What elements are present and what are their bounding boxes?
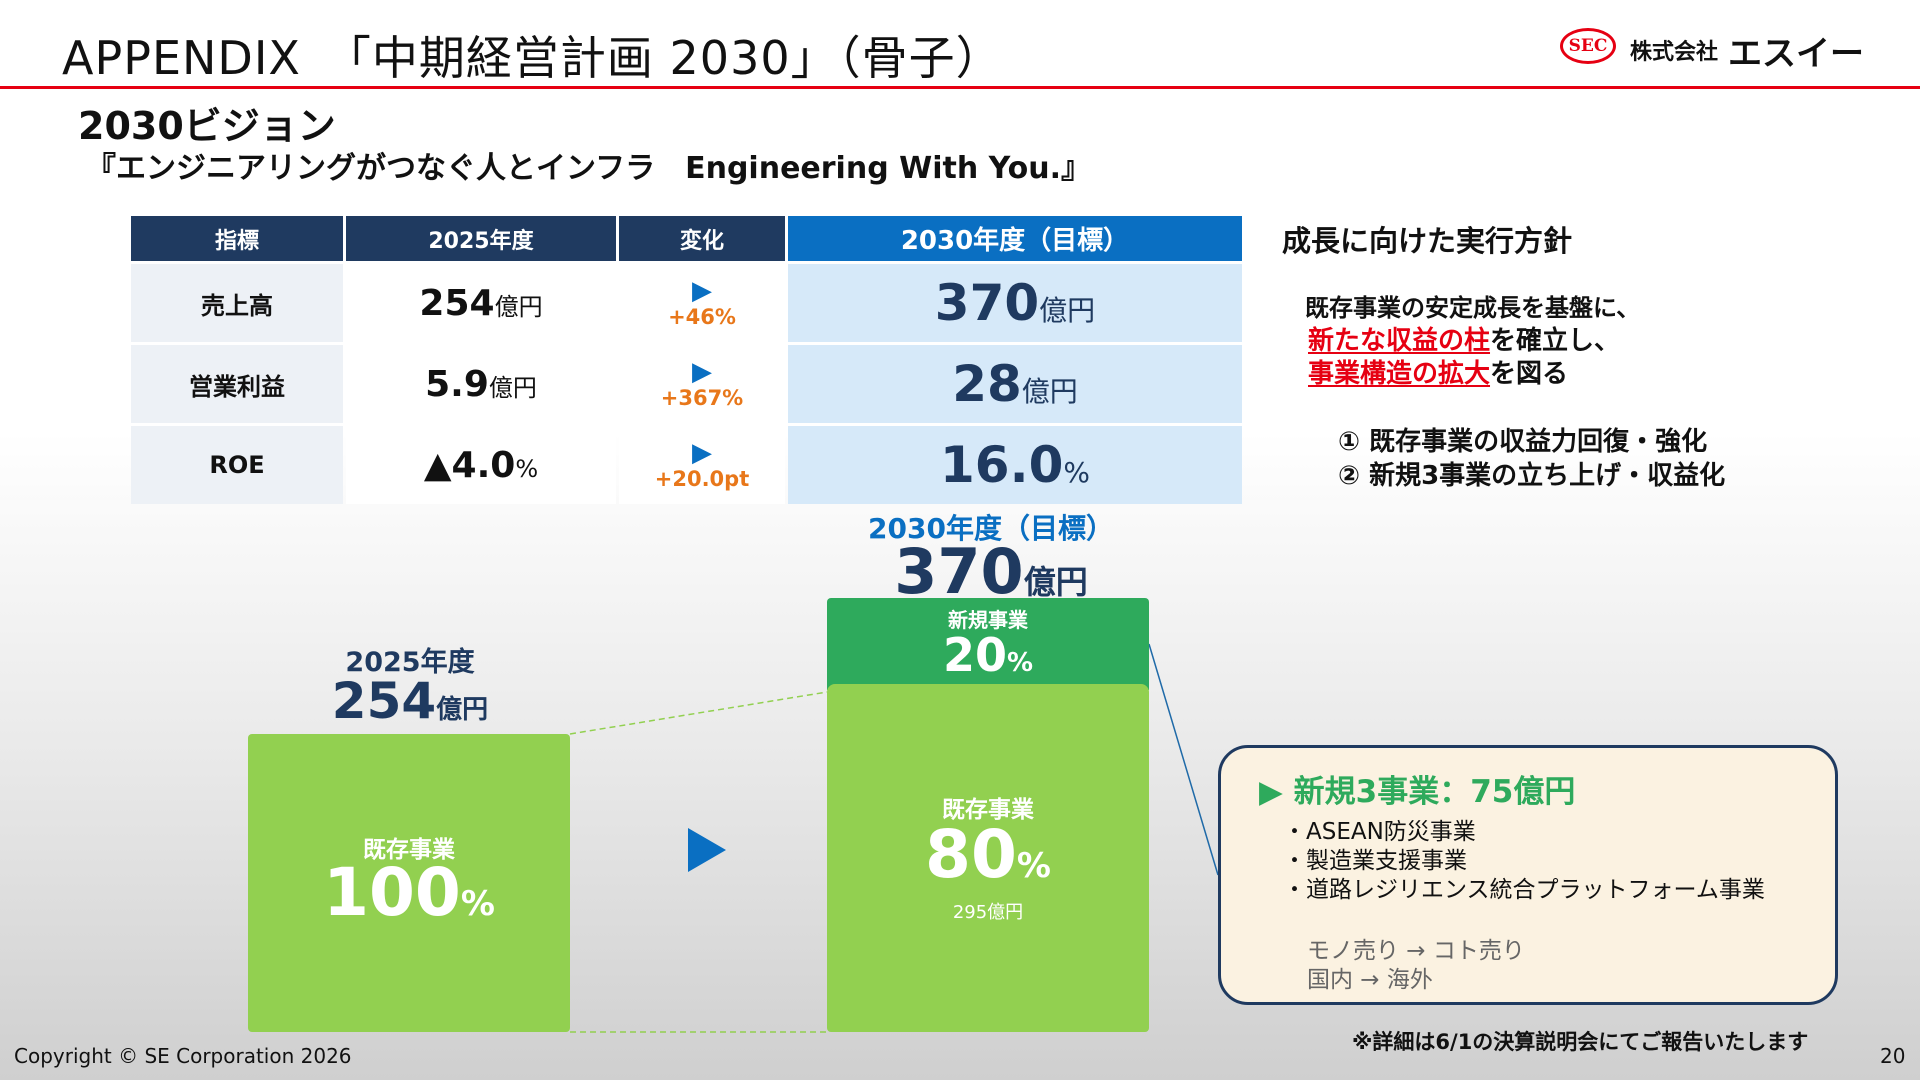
header-fy2025: 2025年度 (346, 216, 616, 261)
dashed-connector-top (569, 691, 828, 735)
policy-highlight-expansion: 事業構造の拡大 (1308, 359, 1491, 389)
target-value-cell: 28億円 (788, 345, 1242, 423)
fy2025-total-value: 254 (331, 672, 437, 730)
policy-line-3: 事業構造の拡大を図る (1308, 353, 1568, 390)
row-label: 営業利益 (131, 345, 343, 423)
policy-line-1: 既存事業の安定成長を基盤に、 (1305, 294, 1641, 322)
callout-bullet: ・製造業支援事業 (1283, 848, 1467, 874)
target-value-cell: 370億円 (788, 264, 1242, 342)
fy2025-pct-unit: % (460, 884, 495, 924)
current-value: 5.9 (425, 363, 489, 405)
policy-line-2-rest: を確立し、 (1490, 326, 1621, 356)
callout-title: ▶ 新規3事業：75億円 (1259, 774, 1576, 810)
logo-prefix: 株式会社 (1630, 40, 1719, 65)
change-value: +20.0pt (654, 467, 750, 491)
fy2030-existing-bar: 既存事業 80% 295億円 (827, 684, 1149, 1032)
table-row: ROE ▲4.0% ▶ +20.0pt 16.0% (131, 426, 1242, 504)
target-value: 28 (952, 355, 1022, 413)
target-value: 370 (934, 274, 1040, 332)
progress-arrow-icon (688, 828, 726, 872)
policy-line-2: 新たな収益の柱を確立し、 (1308, 320, 1620, 357)
policy-item-1: ① 既存事業の収益力回復・強化 (1338, 427, 1708, 457)
policy-item-2: ② 新規3事業の立ち上げ・収益化 (1338, 461, 1726, 491)
current-value-cell: 254億円 (346, 264, 616, 342)
policy-line-3-rest: を図る (1490, 359, 1569, 389)
fy2025-total: 254億円 (300, 672, 520, 730)
callout-note: 国内 → 海外 (1307, 967, 1433, 993)
fy2030-new-business-bar: 新規事業 20% (827, 598, 1149, 690)
fy2030-existing-pct-value: 80 (925, 816, 1017, 893)
row-label: 売上高 (131, 264, 343, 342)
current-value-cell: 5.9億円 (346, 345, 616, 423)
logo-company-name: エスイー (1728, 34, 1864, 74)
fy2030-total: 370億円 (826, 535, 1156, 608)
copyright: Copyright © SE Corporation 2026 (14, 1044, 352, 1068)
change-cell: ▶ +46% (619, 264, 785, 342)
header-change: 変化 (619, 216, 785, 261)
header-indicator: 指標 (131, 216, 343, 261)
new-business-callout: ▶ 新規3事業：75億円 ・ASEAN防災事業 ・製造業支援事業 ・道路レジリエ… (1218, 745, 1838, 1005)
target-value-cell: 16.0% (788, 426, 1242, 504)
fy2025-segment-pct: 100% (248, 854, 570, 931)
row-label: ROE (131, 426, 343, 504)
kpi-table: 指標 2025年度 変化 2030年度（目標） 売上高 254億円 ▶ +46% … (128, 213, 1245, 507)
play-arrow-icon: ▶ (692, 357, 712, 387)
fy2030-existing-label: 既存事業 (942, 797, 1034, 823)
fy2030-new-pct-value: 20 (942, 628, 1007, 682)
current-value-cell: ▲4.0% (346, 426, 616, 504)
vision-heading: 2030ビジョン (78, 104, 336, 148)
callout-bullet: ・ASEAN防災事業 (1283, 819, 1476, 845)
change-value: +46% (668, 305, 736, 329)
fy2030-total-value: 370 (894, 535, 1024, 608)
fy2025-existing-bar: 既存事業 100% (248, 734, 570, 1032)
current-value: 254 (419, 282, 495, 324)
fy2030-existing-pct: 80% (827, 816, 1149, 893)
current-value: ▲4.0 (423, 444, 516, 486)
target-unit: 億円 (1021, 375, 1078, 408)
current-unit: 億円 (488, 373, 537, 402)
play-arrow-icon: ▶ (692, 276, 712, 306)
fy2030-new-pct: 20% (827, 628, 1149, 682)
fy2025-total-unit: 億円 (436, 695, 489, 725)
fy2025-year-label: 2025年度 (345, 647, 475, 678)
footnote: ※詳細は6/1の決算説明会にてご報告いたします (1352, 1030, 1809, 1054)
sec-logo-mark: SEC (1560, 28, 1616, 64)
policy-highlight-new-revenue: 新たな収益の柱 (1308, 326, 1491, 356)
fy2030-year-label: 2030年度（目標） (868, 512, 1114, 545)
vision-slogan: 『エンジニアリングがつなぐ人とインフラ Engineering With You… (86, 151, 1091, 186)
policy-title: 成長に向けた実行方針 (1282, 224, 1573, 258)
current-unit: % (515, 454, 539, 483)
callout-bullet: ・道路レジリエンス統合プラットフォーム事業 (1283, 877, 1765, 903)
play-arrow-icon: ▶ (692, 438, 712, 468)
fy2025-pct-value: 100 (323, 854, 461, 931)
header-divider (0, 86, 1920, 89)
slide-title: APPENDIX 「中期経営計画 2030」（骨子） (62, 31, 1003, 85)
callout-note: モノ売り → コト売り (1307, 938, 1525, 964)
page-number: 20 (1880, 1044, 1906, 1068)
table-row: 売上高 254億円 ▶ +46% 370億円 (131, 264, 1242, 342)
current-unit: 億円 (494, 292, 543, 321)
fy2030-existing-amount: 295億円 (952, 902, 1024, 923)
change-value: +367% (660, 386, 744, 410)
fy2030-total-unit: 億円 (1023, 563, 1088, 601)
callout-connector (1148, 643, 1219, 876)
target-unit: % (1063, 456, 1090, 489)
fy2030-new-label: 新規事業 (948, 608, 1028, 632)
target-unit: 億円 (1039, 294, 1096, 327)
change-cell: ▶ +367% (619, 345, 785, 423)
change-cell: ▶ +20.0pt (619, 426, 785, 504)
kpi-table-header: 指標 2025年度 変化 2030年度（目標） (131, 216, 1242, 261)
target-value: 16.0 (940, 436, 1064, 494)
table-row: 営業利益 5.9億円 ▶ +367% 28億円 (131, 345, 1242, 423)
header-fy2030-target: 2030年度（目標） (788, 216, 1242, 261)
company-logo: SEC 株式会社 エスイー (1560, 26, 1864, 74)
fy2030-new-pct-unit: % (1006, 648, 1034, 678)
fy2025-segment-label: 既存事業 (363, 837, 455, 863)
fy2030-existing-pct-unit: % (1016, 846, 1051, 886)
